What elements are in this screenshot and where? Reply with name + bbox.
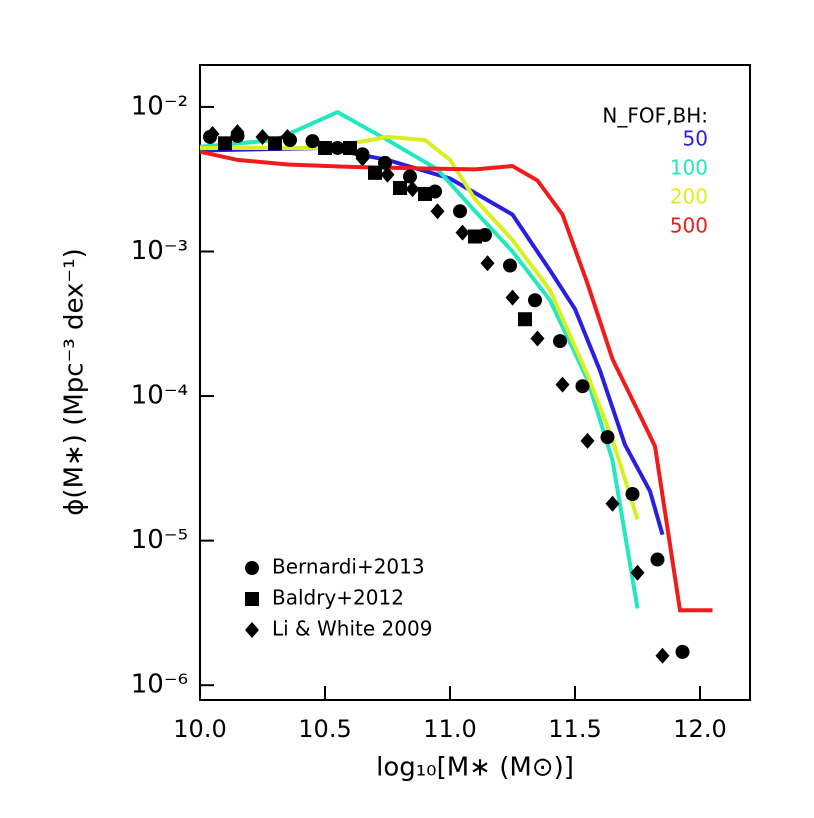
y-tick-label: 10⁻⁶ [131,670,188,700]
marker-diamond [405,181,420,198]
legend-label: Li & White 2009 [272,617,432,641]
legend-marker [245,592,259,606]
series-line [200,134,640,521]
marker-diamond [255,128,270,145]
marker-diamond [355,150,370,167]
marker-square [268,136,282,151]
legend-label: Baldry+2012 [272,586,404,610]
marker-diamond [555,376,570,393]
y-tick-label: 10⁻³ [131,236,188,266]
marker-diamond [505,289,520,306]
marker-square [468,229,482,244]
legend-label: 100 [670,156,708,180]
legend-label: 500 [670,214,708,238]
series-line [199,149,713,613]
y-tick-label: 10⁻² [131,91,188,121]
legend-label: Bernardi+2013 [272,555,425,579]
marker-circle [553,334,567,349]
x-tick-label: 12.0 [673,715,726,743]
marker-diamond [630,564,645,581]
legend-title: N_FOF,BH: [602,104,708,128]
y-tick-label: 10⁻⁴ [131,381,188,411]
x-tick-label: 10.0 [173,715,226,743]
marker-diamond [530,330,545,347]
marker-circle [600,430,615,445]
legend-marker [245,622,259,638]
marker-diamond [455,224,470,241]
marker-diamond [580,432,595,449]
x-tick-label: 11.0 [423,715,476,743]
marker-diamond [380,166,395,183]
x-tick-label: 10.5 [298,715,351,743]
marker-square [393,180,407,195]
marker-square [218,136,232,151]
x-tick-label: 11.5 [548,715,601,743]
x-axis-label: log₁₀[M∗ (M⊙)] [376,753,574,783]
marker-circle [675,644,690,659]
marker-diamond [230,124,245,141]
marker-circle [403,169,417,184]
marker-circle [625,487,640,502]
legend-marker [245,561,259,575]
marker-square [318,140,332,155]
series-line [199,109,640,609]
legend-label: 50 [683,127,708,151]
marker-diamond [205,125,220,142]
y-axis-label: ϕ(M∗) (Mpc⁻³ dex⁻¹) [60,248,90,515]
marker-circle [575,379,590,394]
marker-square [343,140,357,155]
marker-circle [453,204,467,219]
marker-square [418,186,432,201]
marker-circle [503,258,517,273]
marker-circle [528,293,542,308]
plot-frame [199,64,751,701]
legend-label: 200 [670,185,708,209]
marker-square [518,312,532,327]
marker-diamond [480,255,495,272]
y-tick-label: 10⁻⁵ [131,525,188,555]
marker-diamond [280,128,295,145]
marker-circle [650,552,665,567]
marker-diamond [655,647,670,664]
marker-square [368,165,382,180]
marker-circle [330,140,345,155]
marker-diamond [430,203,445,220]
marker-diamond [605,495,620,512]
series-line [199,145,665,536]
marker-circle [305,134,320,149]
